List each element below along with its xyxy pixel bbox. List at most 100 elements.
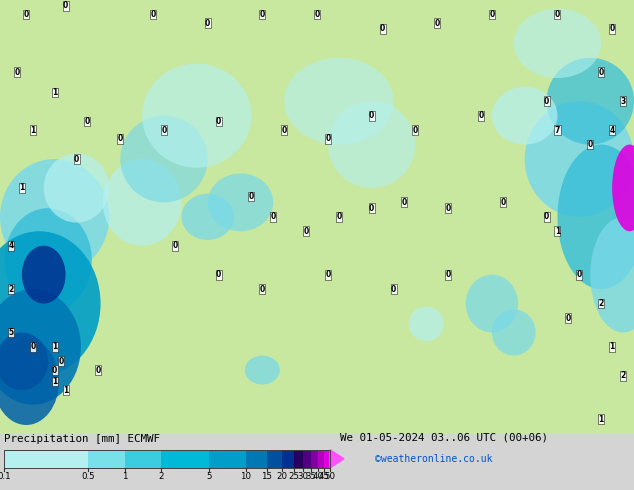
Text: 0: 0 (271, 212, 276, 221)
Text: 0: 0 (413, 125, 418, 135)
Text: 4: 4 (8, 241, 13, 250)
Ellipse shape (44, 153, 109, 222)
Text: 0: 0 (15, 68, 20, 77)
Text: 1: 1 (19, 183, 25, 193)
Ellipse shape (208, 173, 273, 231)
Ellipse shape (492, 309, 536, 356)
Text: 0: 0 (74, 154, 79, 164)
Text: 0: 0 (446, 204, 451, 213)
Bar (294, 450, 303, 468)
Text: 0: 0 (23, 10, 29, 19)
Text: 0: 0 (63, 1, 68, 10)
Text: 2: 2 (158, 472, 164, 481)
Text: 0: 0 (478, 111, 484, 120)
Text: 0: 0 (446, 270, 451, 279)
Ellipse shape (120, 116, 208, 202)
Ellipse shape (0, 333, 48, 391)
Text: 0: 0 (566, 314, 571, 322)
Text: 0: 0 (369, 204, 374, 213)
Text: ©weatheronline.co.uk: ©weatheronline.co.uk (375, 454, 493, 464)
Text: 0: 0 (577, 270, 582, 279)
Text: 2: 2 (8, 285, 13, 294)
Text: 0: 0 (609, 24, 615, 33)
Text: 0: 0 (216, 117, 221, 126)
Text: 0: 0 (205, 19, 210, 27)
Bar (325, 450, 330, 468)
Ellipse shape (181, 194, 234, 240)
Ellipse shape (284, 58, 394, 145)
Ellipse shape (557, 145, 634, 289)
Text: 20: 20 (276, 472, 287, 481)
Text: 0: 0 (52, 366, 57, 374)
Text: 0.1: 0.1 (0, 472, 11, 481)
Text: 0: 0 (260, 285, 265, 294)
Text: 0: 0 (369, 111, 374, 120)
Ellipse shape (492, 87, 557, 145)
Ellipse shape (142, 64, 252, 168)
Bar (4, 450, 330, 468)
Text: 0: 0 (118, 134, 123, 143)
Text: 0: 0 (172, 241, 178, 250)
FancyArrow shape (330, 450, 344, 468)
Bar (267, 450, 282, 468)
Text: 0: 0 (500, 198, 505, 207)
Bar (88, 450, 125, 468)
Text: 4: 4 (609, 125, 615, 135)
Text: 35: 35 (306, 472, 317, 481)
Ellipse shape (465, 275, 518, 333)
Ellipse shape (245, 356, 280, 385)
Text: 1: 1 (52, 88, 57, 97)
Text: 0: 0 (58, 357, 64, 366)
Text: 10: 10 (240, 472, 251, 481)
Text: 2: 2 (598, 299, 604, 308)
Ellipse shape (547, 58, 634, 145)
Text: 0: 0 (96, 366, 101, 374)
Bar (311, 450, 318, 468)
Text: 2: 2 (621, 371, 626, 380)
Text: 0: 0 (336, 212, 342, 221)
Text: 5: 5 (207, 472, 212, 481)
Text: 0: 0 (281, 125, 287, 135)
Bar (125, 450, 161, 468)
Text: 0: 0 (325, 270, 330, 279)
Bar (4, 450, 88, 468)
Text: 1: 1 (52, 377, 57, 386)
Text: 1: 1 (122, 472, 127, 481)
Text: 0: 0 (325, 134, 330, 143)
Text: 0: 0 (588, 140, 593, 149)
Text: 5: 5 (8, 328, 13, 337)
Bar (282, 450, 294, 468)
Text: 0: 0 (30, 343, 36, 351)
Text: 0: 0 (489, 10, 495, 19)
Text: We 01-05-2024 03..06 UTC (00+06): We 01-05-2024 03..06 UTC (00+06) (340, 433, 548, 442)
Ellipse shape (0, 289, 81, 405)
Text: 0: 0 (304, 227, 309, 236)
Text: 7: 7 (555, 125, 560, 135)
Text: 15: 15 (261, 472, 273, 481)
Bar (318, 450, 325, 468)
Text: Precipitation [mm] ECMWF: Precipitation [mm] ECMWF (4, 434, 160, 444)
Text: 1: 1 (52, 343, 57, 351)
Text: 0: 0 (380, 24, 385, 33)
Bar (303, 450, 311, 468)
Text: 0: 0 (544, 97, 549, 106)
Bar (161, 450, 209, 468)
Text: 0: 0 (85, 117, 90, 126)
Ellipse shape (409, 306, 444, 341)
Text: 0: 0 (544, 212, 549, 221)
Ellipse shape (0, 159, 109, 275)
Ellipse shape (22, 246, 65, 304)
Text: 0: 0 (249, 192, 254, 201)
Bar (209, 450, 245, 468)
Text: 0: 0 (161, 125, 167, 135)
Ellipse shape (4, 208, 92, 312)
Text: 30: 30 (298, 472, 309, 481)
Text: 0.5: 0.5 (82, 472, 95, 481)
Ellipse shape (0, 338, 59, 425)
Text: 45: 45 (319, 472, 330, 481)
Bar (245, 450, 267, 468)
Ellipse shape (0, 231, 101, 376)
Text: 0: 0 (598, 68, 604, 77)
Ellipse shape (514, 9, 601, 78)
Text: 0: 0 (314, 10, 320, 19)
